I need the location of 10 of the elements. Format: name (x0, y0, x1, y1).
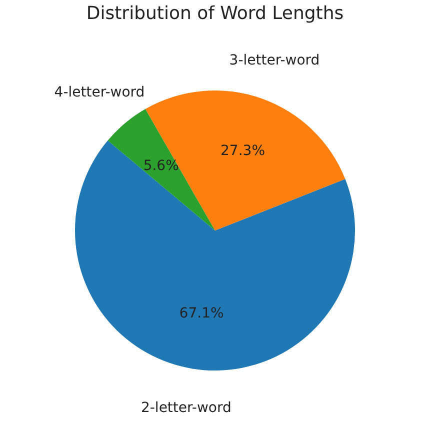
data-label: 5.6% (143, 158, 179, 174)
pie-slice (108, 109, 215, 230)
chart-title: Distribution of Word Lengths (86, 3, 344, 24)
data-label: 27.3% (220, 143, 266, 160)
slice-label: 3-letter-word (229, 52, 320, 69)
slice-label: 2-letter-word (140, 400, 232, 416)
pie-slice (75, 140, 355, 370)
pie-slice (145, 90, 346, 230)
data-label: 67.1% (179, 305, 224, 322)
slice-label: 4-letter-word (54, 84, 145, 100)
